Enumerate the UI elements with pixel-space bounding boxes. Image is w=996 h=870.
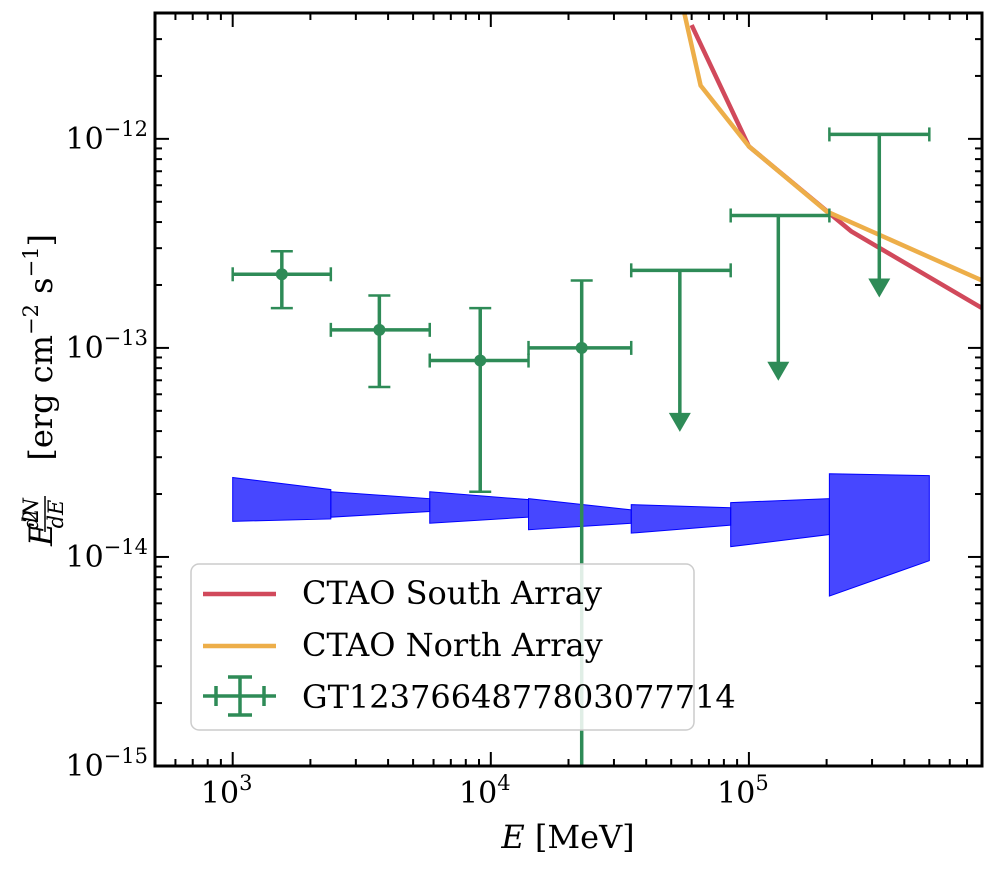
flux-point-marker xyxy=(275,268,288,281)
axis-ticks xyxy=(154,12,983,767)
flux-point-marker xyxy=(373,323,386,336)
ylabel-prefix-exp: 2 xyxy=(19,509,43,522)
legend-label-points: GT1237664877803077714 xyxy=(302,678,736,716)
upper-limit-1 xyxy=(629,263,732,432)
flux-point-marker xyxy=(474,354,487,367)
flux-point-1 xyxy=(231,249,333,310)
band-segment-2 xyxy=(330,491,431,518)
legend-box xyxy=(190,563,695,731)
line-ctao-south-array xyxy=(689,24,982,311)
ylabel-fraction: dN dE xyxy=(19,496,68,532)
upper-limit-arrowhead xyxy=(767,361,790,381)
line-ctao-north-array xyxy=(681,13,982,283)
band-segment-5 xyxy=(630,504,732,534)
band-segment-4 xyxy=(528,498,632,531)
flux-point-2 xyxy=(329,294,431,389)
flux-point-marker xyxy=(575,341,588,354)
y-axis-title: E2 [erg cm−2 s−1] dN dE xyxy=(19,234,68,547)
band-segment-6 xyxy=(730,498,830,548)
ylabel-units-mid: s xyxy=(22,277,60,304)
ylabel-units: [erg cm xyxy=(22,335,60,461)
band-segment-1 xyxy=(232,476,332,522)
legend-swatch-points xyxy=(203,675,276,717)
x-tick-label: 105 xyxy=(717,771,769,811)
ylabel-frac-den: dE xyxy=(44,500,68,529)
axis-tick-labels: 103 104 105 10−15 10−14 10−13 10−12 xyxy=(65,117,768,811)
y-tick-label: 10−12 xyxy=(65,117,148,157)
sensitivity-lines-layer xyxy=(681,13,982,311)
model-band-layer xyxy=(232,473,930,597)
x-axis-title-text: E [MeV] xyxy=(500,818,634,856)
y-tick-label: 10−14 xyxy=(65,535,148,575)
ylabel-prefix: E xyxy=(22,523,60,547)
x-axis-title: E [MeV] xyxy=(500,818,634,856)
ylabel-units-exp2: −1 xyxy=(19,246,43,277)
upper-limit-3 xyxy=(828,127,931,298)
ylabel-units-end: ] xyxy=(22,234,60,246)
legend: CTAO South Array CTAO North Array GT1237… xyxy=(190,563,736,731)
upper-limit-2 xyxy=(729,208,831,381)
legend-label-north: CTAO North Array xyxy=(302,626,603,664)
upper-limit-arrowhead xyxy=(868,278,891,298)
upper-limit-arrowhead xyxy=(668,412,691,432)
x-tick-label: 104 xyxy=(459,771,511,811)
band-segment-3 xyxy=(429,491,530,524)
legend-label-south: CTAO South Array xyxy=(302,574,602,612)
band-segment-7 xyxy=(828,473,930,597)
flux-point-3 xyxy=(428,306,530,494)
ylabel-frac-num: dN xyxy=(19,497,43,529)
y-tick-label: 10−15 xyxy=(65,744,148,784)
ylabel-units-exp1: −2 xyxy=(19,304,43,335)
x-tick-label: 103 xyxy=(201,771,253,811)
y-tick-label: 10−13 xyxy=(65,326,148,366)
y-axis-title-text: E2 [erg cm−2 s−1] xyxy=(19,234,60,547)
